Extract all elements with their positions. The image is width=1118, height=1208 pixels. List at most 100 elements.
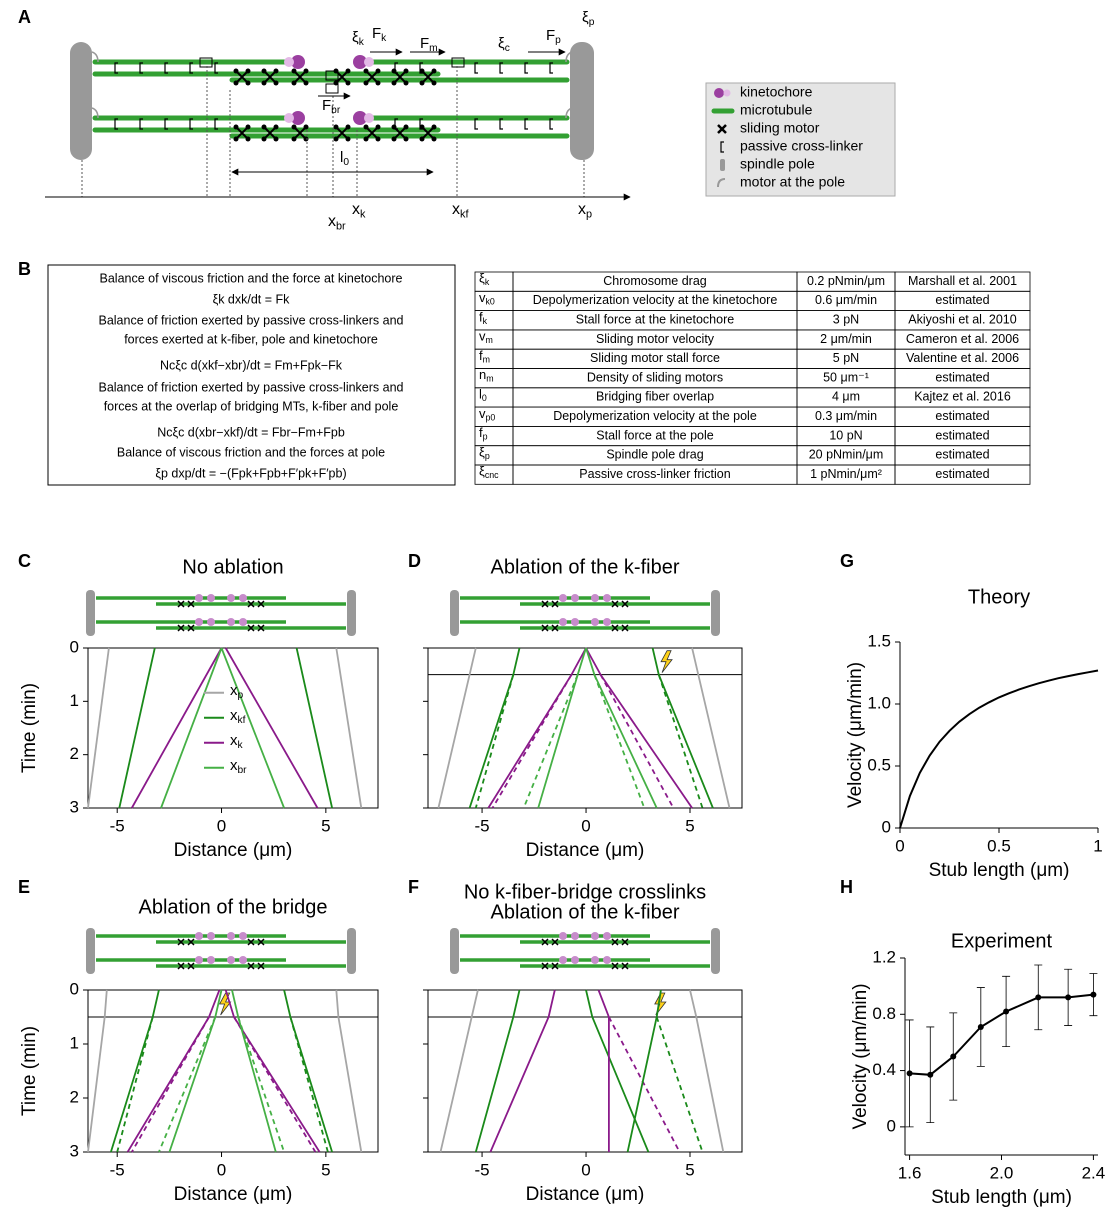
sketch-pole <box>711 590 720 636</box>
table-text: 0.6 μm/min <box>815 293 877 307</box>
trajectory <box>655 1016 704 1153</box>
sketch-pole <box>347 590 356 636</box>
motor-head <box>273 136 279 142</box>
kinetochore <box>364 57 374 67</box>
table-text: Passive cross-linker friction <box>579 467 730 481</box>
y-tick-label: 1.0 <box>867 693 891 712</box>
sketch-kinetochore <box>559 618 567 626</box>
y-tick-label: 0 <box>70 637 79 656</box>
sketch-kinetochore <box>559 594 567 602</box>
sketch-motor <box>551 624 559 632</box>
diagram-label: ξp <box>582 9 595 28</box>
sketch-kinetochore <box>559 932 567 940</box>
table-text: estimated <box>935 293 989 307</box>
table-text: Cameron et al. 2006 <box>906 332 1019 346</box>
data-point <box>950 1053 957 1060</box>
data-point <box>1003 1008 1010 1015</box>
equation-box <box>47 264 456 486</box>
motor-head <box>431 136 437 142</box>
motor-head <box>431 124 437 130</box>
sketch-kinetochore <box>571 618 579 626</box>
sketch-motor <box>257 938 265 946</box>
data-line <box>909 993 1094 1076</box>
kinetochore <box>284 57 294 67</box>
sketch-kinetochore <box>239 618 247 626</box>
x-tick-label: 2.0 <box>990 1163 1014 1182</box>
motor-head <box>391 80 397 86</box>
data-point <box>1090 991 1097 998</box>
table-text: 10 pN <box>829 428 862 442</box>
sketch-motor <box>611 624 619 632</box>
ablation-icon <box>218 992 232 1016</box>
table-text: Stall force at the kinetochore <box>576 313 734 327</box>
trajectory <box>131 647 223 809</box>
kinetochore <box>353 55 367 69</box>
motor-head <box>403 136 409 142</box>
equation-line: ξp dxp/dt = −(Fpk+Fpb+F′pk+F′pb) <box>155 466 346 480</box>
trajectory <box>593 674 646 809</box>
legend-label: kinetochore <box>740 84 813 100</box>
motor-head <box>333 124 339 130</box>
motor-head <box>403 68 409 74</box>
sketch-pole <box>347 928 356 974</box>
equation-line: Ncξc d(xbr−xkf)/dt = Fbr−Fm+Fpb <box>157 425 345 439</box>
sketch-kinetochore <box>603 956 611 964</box>
sketch-kinetochore <box>591 594 599 602</box>
sketch-motor <box>177 600 185 608</box>
trajectory <box>487 647 587 809</box>
trajectory <box>160 647 223 809</box>
sketch-kinetochore <box>591 932 599 940</box>
equation-line: Balance of viscous friction and the forc… <box>100 271 403 285</box>
motor-head <box>273 124 279 130</box>
motor-head <box>431 80 437 86</box>
motor-head <box>419 124 425 130</box>
motor-head <box>233 136 239 142</box>
legend-icon <box>717 178 726 188</box>
sliding-motor <box>293 70 307 84</box>
trajectory <box>489 989 556 1153</box>
y-tick-label: 1.5 <box>867 631 891 650</box>
trajectory <box>608 1016 681 1153</box>
sketch-motor <box>621 962 629 970</box>
cross-linker <box>524 118 528 130</box>
motor-head <box>375 68 381 74</box>
motor-head <box>345 124 351 130</box>
chart-title: No k-fiber-bridge crosslinks <box>464 881 706 903</box>
cross-linker <box>164 62 168 74</box>
equation-line: Balance of viscous friction and the forc… <box>117 445 385 459</box>
motor-head <box>363 136 369 142</box>
trajectory <box>522 674 579 809</box>
table-symbol: l0 <box>479 387 487 403</box>
table-text: 0.3 μm/min <box>815 409 877 423</box>
legend-label: spindle pole <box>740 156 815 172</box>
motor-head <box>261 68 267 74</box>
y-tick-label: 1 <box>70 1033 79 1052</box>
sketch-motor <box>187 938 195 946</box>
sketch-motor <box>257 624 265 632</box>
y-tick-label: 2 <box>70 1087 79 1106</box>
kinetochore <box>364 113 374 123</box>
equation-line: Balance of friction exerted by passive c… <box>98 380 403 394</box>
sketch-motor <box>621 624 629 632</box>
sketch-motor <box>551 938 559 946</box>
motor-head <box>291 124 297 130</box>
table-text: estimated <box>935 467 989 481</box>
table-text: Kajtez et al. 2016 <box>914 390 1011 404</box>
table-text: Sliding motor stall force <box>590 351 720 365</box>
legend-icon <box>720 141 724 153</box>
x-tick-label: 0 <box>895 836 904 855</box>
panel-label: G <box>840 551 854 571</box>
trajectory <box>689 989 725 1153</box>
trajectory <box>468 647 521 809</box>
y-tick-label: 0.4 <box>872 1060 896 1079</box>
motor-head <box>419 68 425 74</box>
motor-head <box>363 68 369 74</box>
diagram-label: l0 <box>340 149 349 168</box>
sketch-pole <box>450 928 459 974</box>
equation-line: Ncξc d(xkf−xbr)/dt = Fm+Fpk−Fk <box>160 358 343 372</box>
x-tick-label: 5 <box>321 816 330 835</box>
x-axis-label: Distance (μm) <box>526 1184 645 1205</box>
motor-head <box>273 80 279 86</box>
spindle-pole <box>570 42 594 160</box>
sketch-kinetochore <box>195 618 203 626</box>
